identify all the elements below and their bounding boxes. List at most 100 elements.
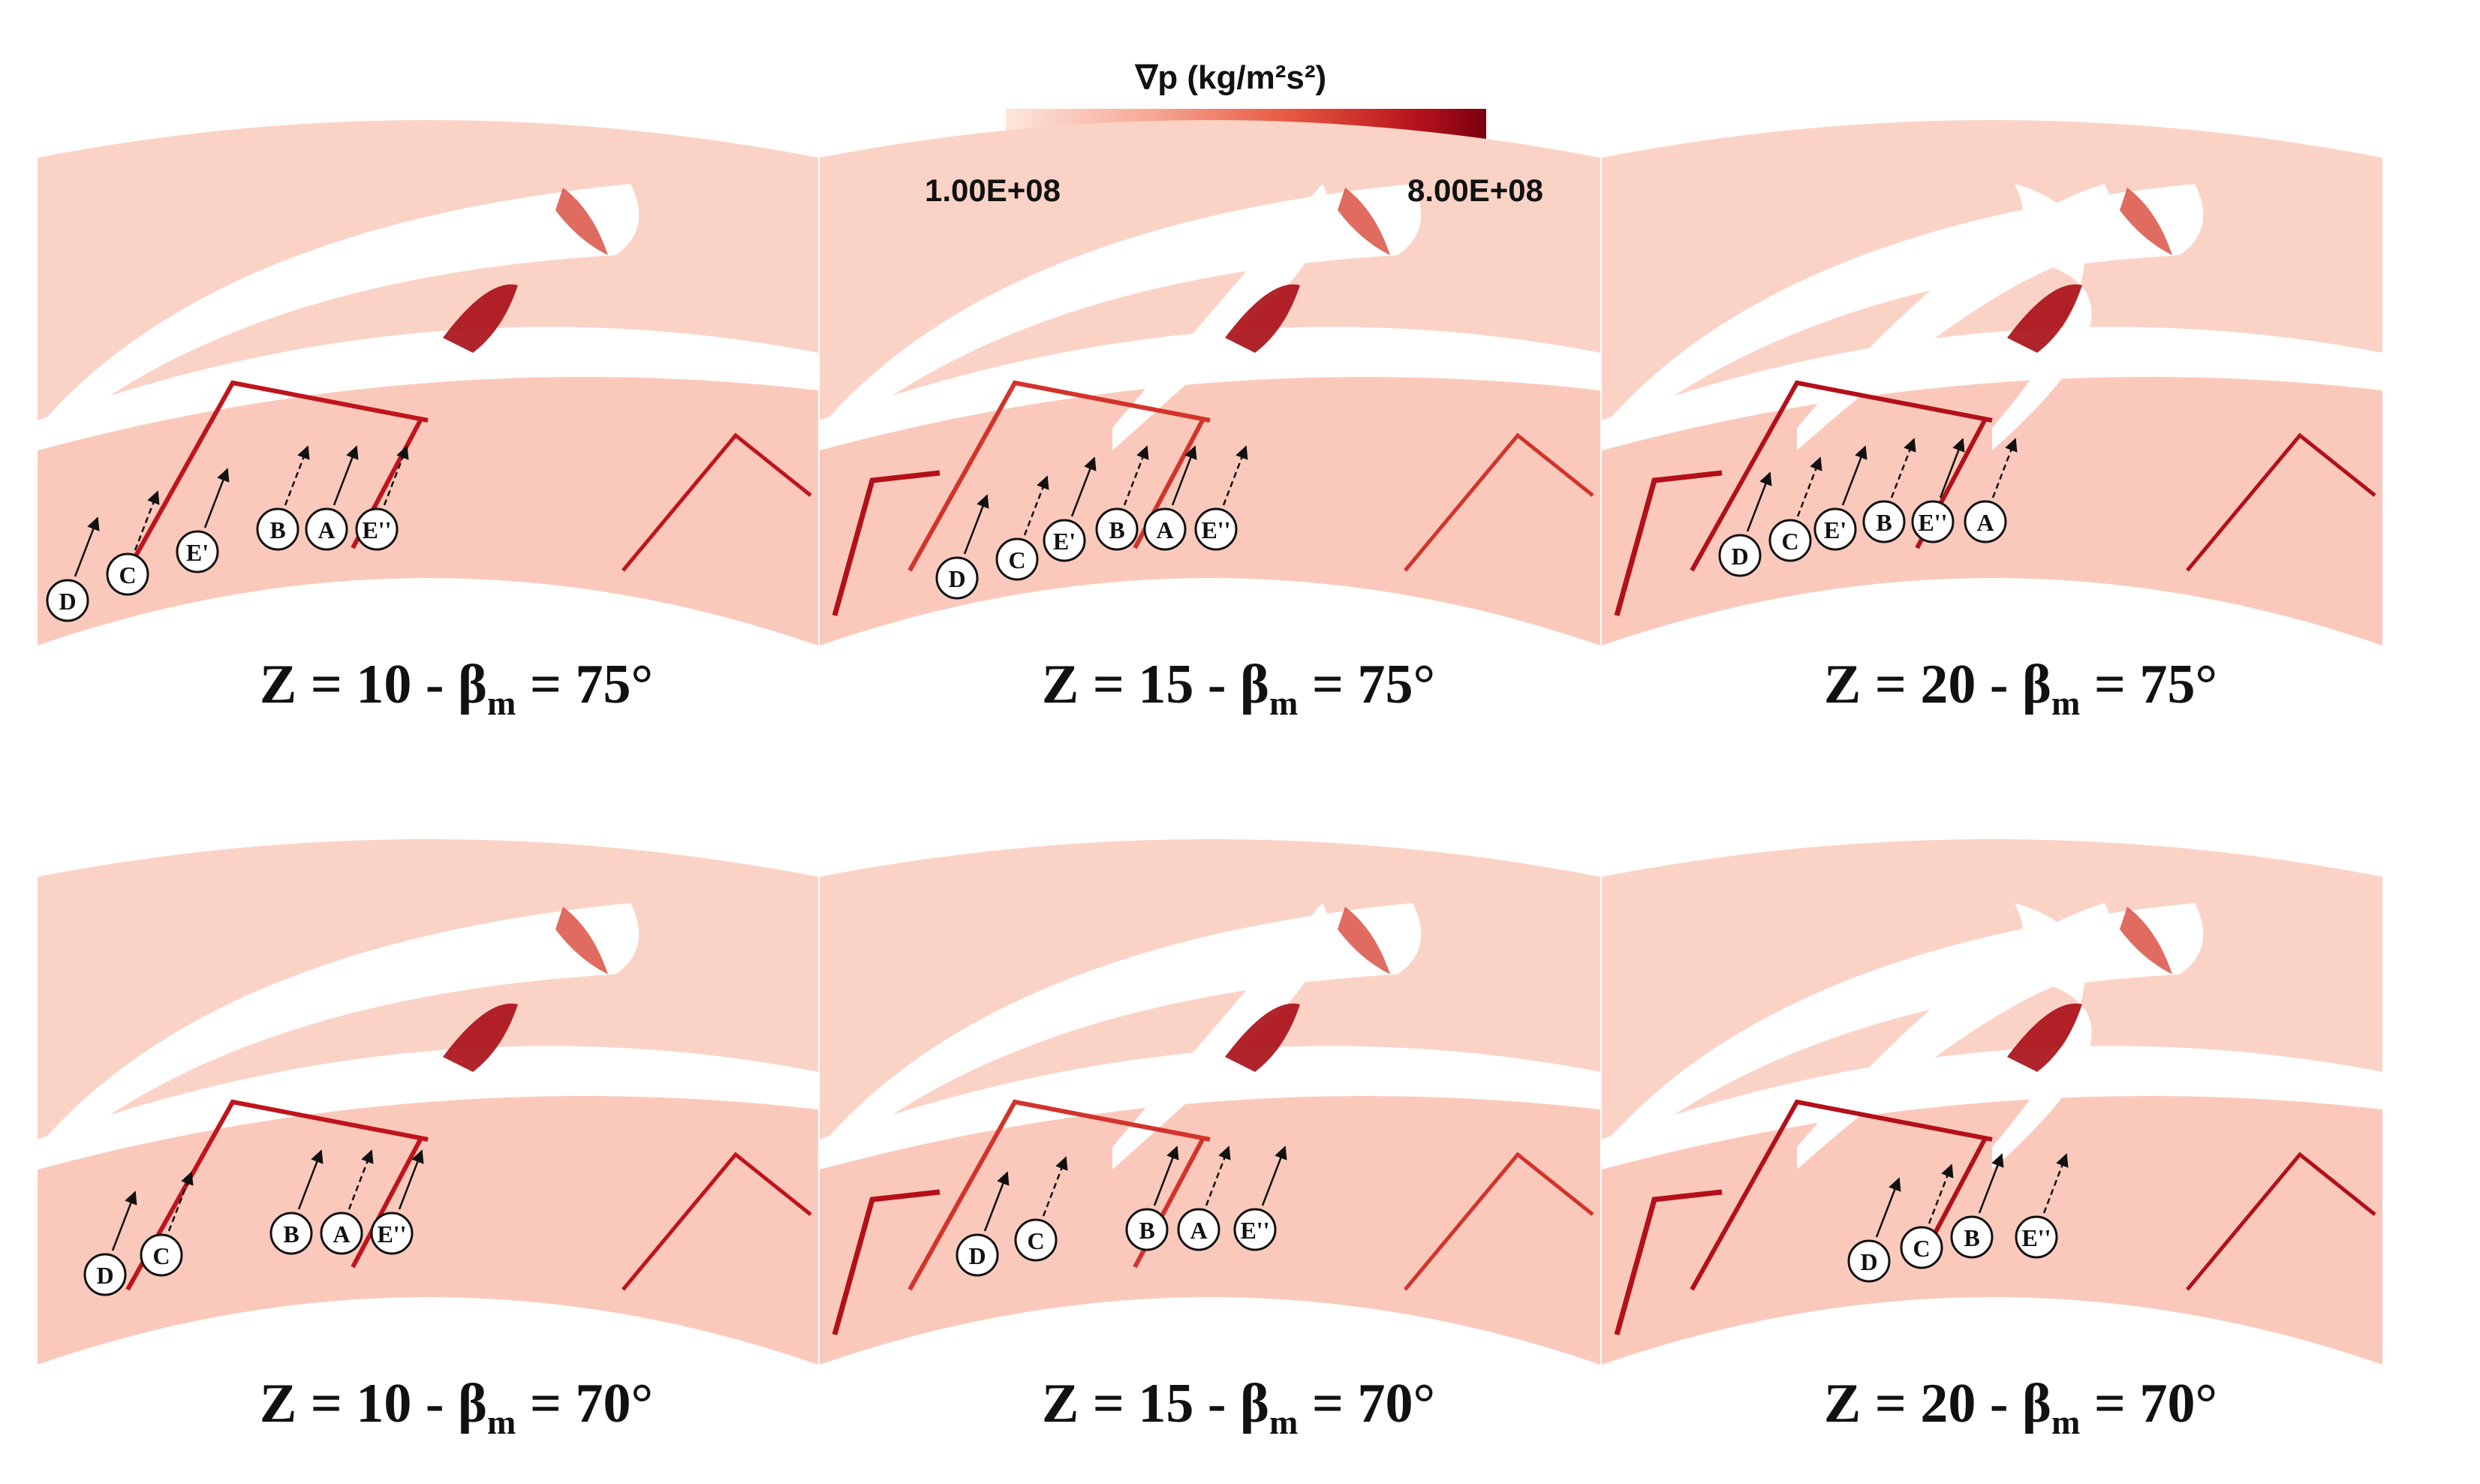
marker-arrow bbox=[348, 1149, 374, 1210]
inner-passage bbox=[38, 377, 818, 646]
shock-line bbox=[907, 380, 1211, 572]
marker-arrow bbox=[284, 445, 310, 506]
marker-arrow bbox=[1153, 1145, 1179, 1206]
marker-text: C bbox=[119, 561, 136, 588]
blade-shape bbox=[38, 903, 640, 1169]
marker-text: E'' bbox=[2021, 1224, 2051, 1251]
colorbar-title: ∇p (kg/m²s²) bbox=[1135, 59, 1327, 96]
marker-arrow bbox=[1841, 445, 1868, 506]
marker-label: A bbox=[305, 445, 359, 551]
blade-shape bbox=[38, 184, 640, 450]
marker-text: B bbox=[1964, 1224, 1979, 1251]
marker-arrow bbox=[1939, 438, 1965, 498]
marker-label: A bbox=[1177, 1145, 1231, 1251]
marker-label: A bbox=[1964, 438, 2018, 543]
marker-text: E' bbox=[1824, 516, 1846, 543]
panel-caption-4: Z = 10 - βm = 70° bbox=[259, 1373, 654, 1441]
marker-circle bbox=[1768, 519, 1812, 562]
marker-text: E' bbox=[186, 539, 209, 566]
marker-circle bbox=[935, 556, 979, 600]
marker-text: E'' bbox=[1240, 1217, 1269, 1244]
shock-patch bbox=[555, 188, 608, 255]
shock-patch bbox=[1225, 284, 1300, 353]
shock-line bbox=[622, 1151, 812, 1291]
marker-arrow bbox=[297, 1149, 324, 1210]
marker-circle bbox=[46, 579, 89, 622]
marker-label: D bbox=[46, 516, 100, 622]
marker-label: C bbox=[995, 475, 1049, 581]
marker-label: B bbox=[1095, 445, 1149, 551]
passage-gap bbox=[38, 327, 818, 450]
marker-text: D bbox=[96, 1262, 113, 1289]
marker-arrow bbox=[1991, 438, 2018, 498]
marker-arrow bbox=[1261, 1145, 1287, 1206]
shock-line bbox=[1690, 380, 1993, 572]
marker-circle bbox=[1847, 1239, 1891, 1283]
marker-text: A bbox=[333, 1221, 350, 1248]
marker-label: D bbox=[1847, 1177, 1901, 1283]
marker-label: C bbox=[1768, 456, 1822, 562]
marker-circle bbox=[370, 1212, 414, 1255]
marker-label: E'' bbox=[1233, 1145, 1287, 1251]
marker-circle bbox=[1125, 1208, 1169, 1251]
marker-circle bbox=[106, 552, 149, 596]
shock-line bbox=[2186, 432, 2376, 572]
marker-text: C bbox=[1913, 1235, 1930, 1262]
shock-patch bbox=[2120, 907, 2172, 974]
marker-label: B bbox=[1862, 438, 1916, 543]
marker-text: D bbox=[1731, 543, 1748, 570]
marker-circle bbox=[355, 507, 399, 551]
marker-circle bbox=[176, 530, 219, 573]
marker-arrow bbox=[983, 1171, 1010, 1232]
marker-text: A bbox=[318, 516, 335, 543]
marker-circle bbox=[1177, 1208, 1220, 1251]
marker-label: E'' bbox=[1911, 438, 1965, 543]
marker-circle bbox=[1095, 507, 1139, 551]
marker-text: C bbox=[1008, 546, 1025, 573]
marker-arrow bbox=[1023, 475, 1049, 536]
shock-patch bbox=[555, 907, 608, 974]
marker-text: E'' bbox=[377, 1221, 406, 1248]
marker-arrow bbox=[74, 516, 100, 577]
marker-circle bbox=[1813, 507, 1857, 551]
marker-circle bbox=[1964, 500, 2007, 543]
marker-circle bbox=[1043, 519, 1086, 562]
marker-text: C bbox=[152, 1242, 170, 1269]
marker-text: C bbox=[1027, 1227, 1044, 1254]
marker-text: D bbox=[968, 1242, 986, 1269]
marker-circle bbox=[1143, 507, 1187, 551]
shock-line bbox=[1404, 432, 1594, 572]
marker-label: B bbox=[1950, 1153, 2004, 1259]
marker-arrow bbox=[134, 490, 160, 551]
marker-text: A bbox=[1976, 509, 1994, 536]
shock-patch bbox=[443, 284, 518, 353]
marker-text: B bbox=[269, 516, 285, 543]
marker-label: E'' bbox=[355, 445, 409, 551]
marker-arrow bbox=[167, 1171, 194, 1232]
marker-arrow bbox=[111, 1191, 137, 1251]
marker-text: E'' bbox=[1201, 516, 1230, 543]
marker-label: B bbox=[269, 1149, 324, 1255]
marker-text: E' bbox=[1053, 528, 1076, 555]
passage-gap bbox=[38, 1046, 818, 1169]
marker-arrow bbox=[1171, 445, 1197, 506]
marker-text: D bbox=[948, 565, 965, 592]
marker-label: C bbox=[106, 490, 160, 596]
shock-patch bbox=[1225, 1003, 1300, 1072]
marker-text: B bbox=[1876, 509, 1892, 536]
blade-shape bbox=[1992, 184, 2092, 450]
shock-line bbox=[832, 470, 941, 616]
marker-circle bbox=[1950, 1215, 1994, 1259]
marker-arrow bbox=[1123, 445, 1149, 506]
marker-circle bbox=[83, 1253, 127, 1296]
marker-circle bbox=[1194, 507, 1238, 551]
colorbar-min-label: 1.00E+08 bbox=[925, 173, 1061, 208]
marker-circle bbox=[305, 507, 348, 551]
marker-text: E'' bbox=[1918, 509, 1947, 536]
marker-arrow bbox=[1978, 1153, 2004, 1214]
marker-arrow bbox=[203, 468, 230, 528]
marker-arrow bbox=[1890, 438, 1916, 498]
marker-label: C bbox=[1900, 1163, 1954, 1269]
marker-arrow bbox=[333, 445, 359, 506]
